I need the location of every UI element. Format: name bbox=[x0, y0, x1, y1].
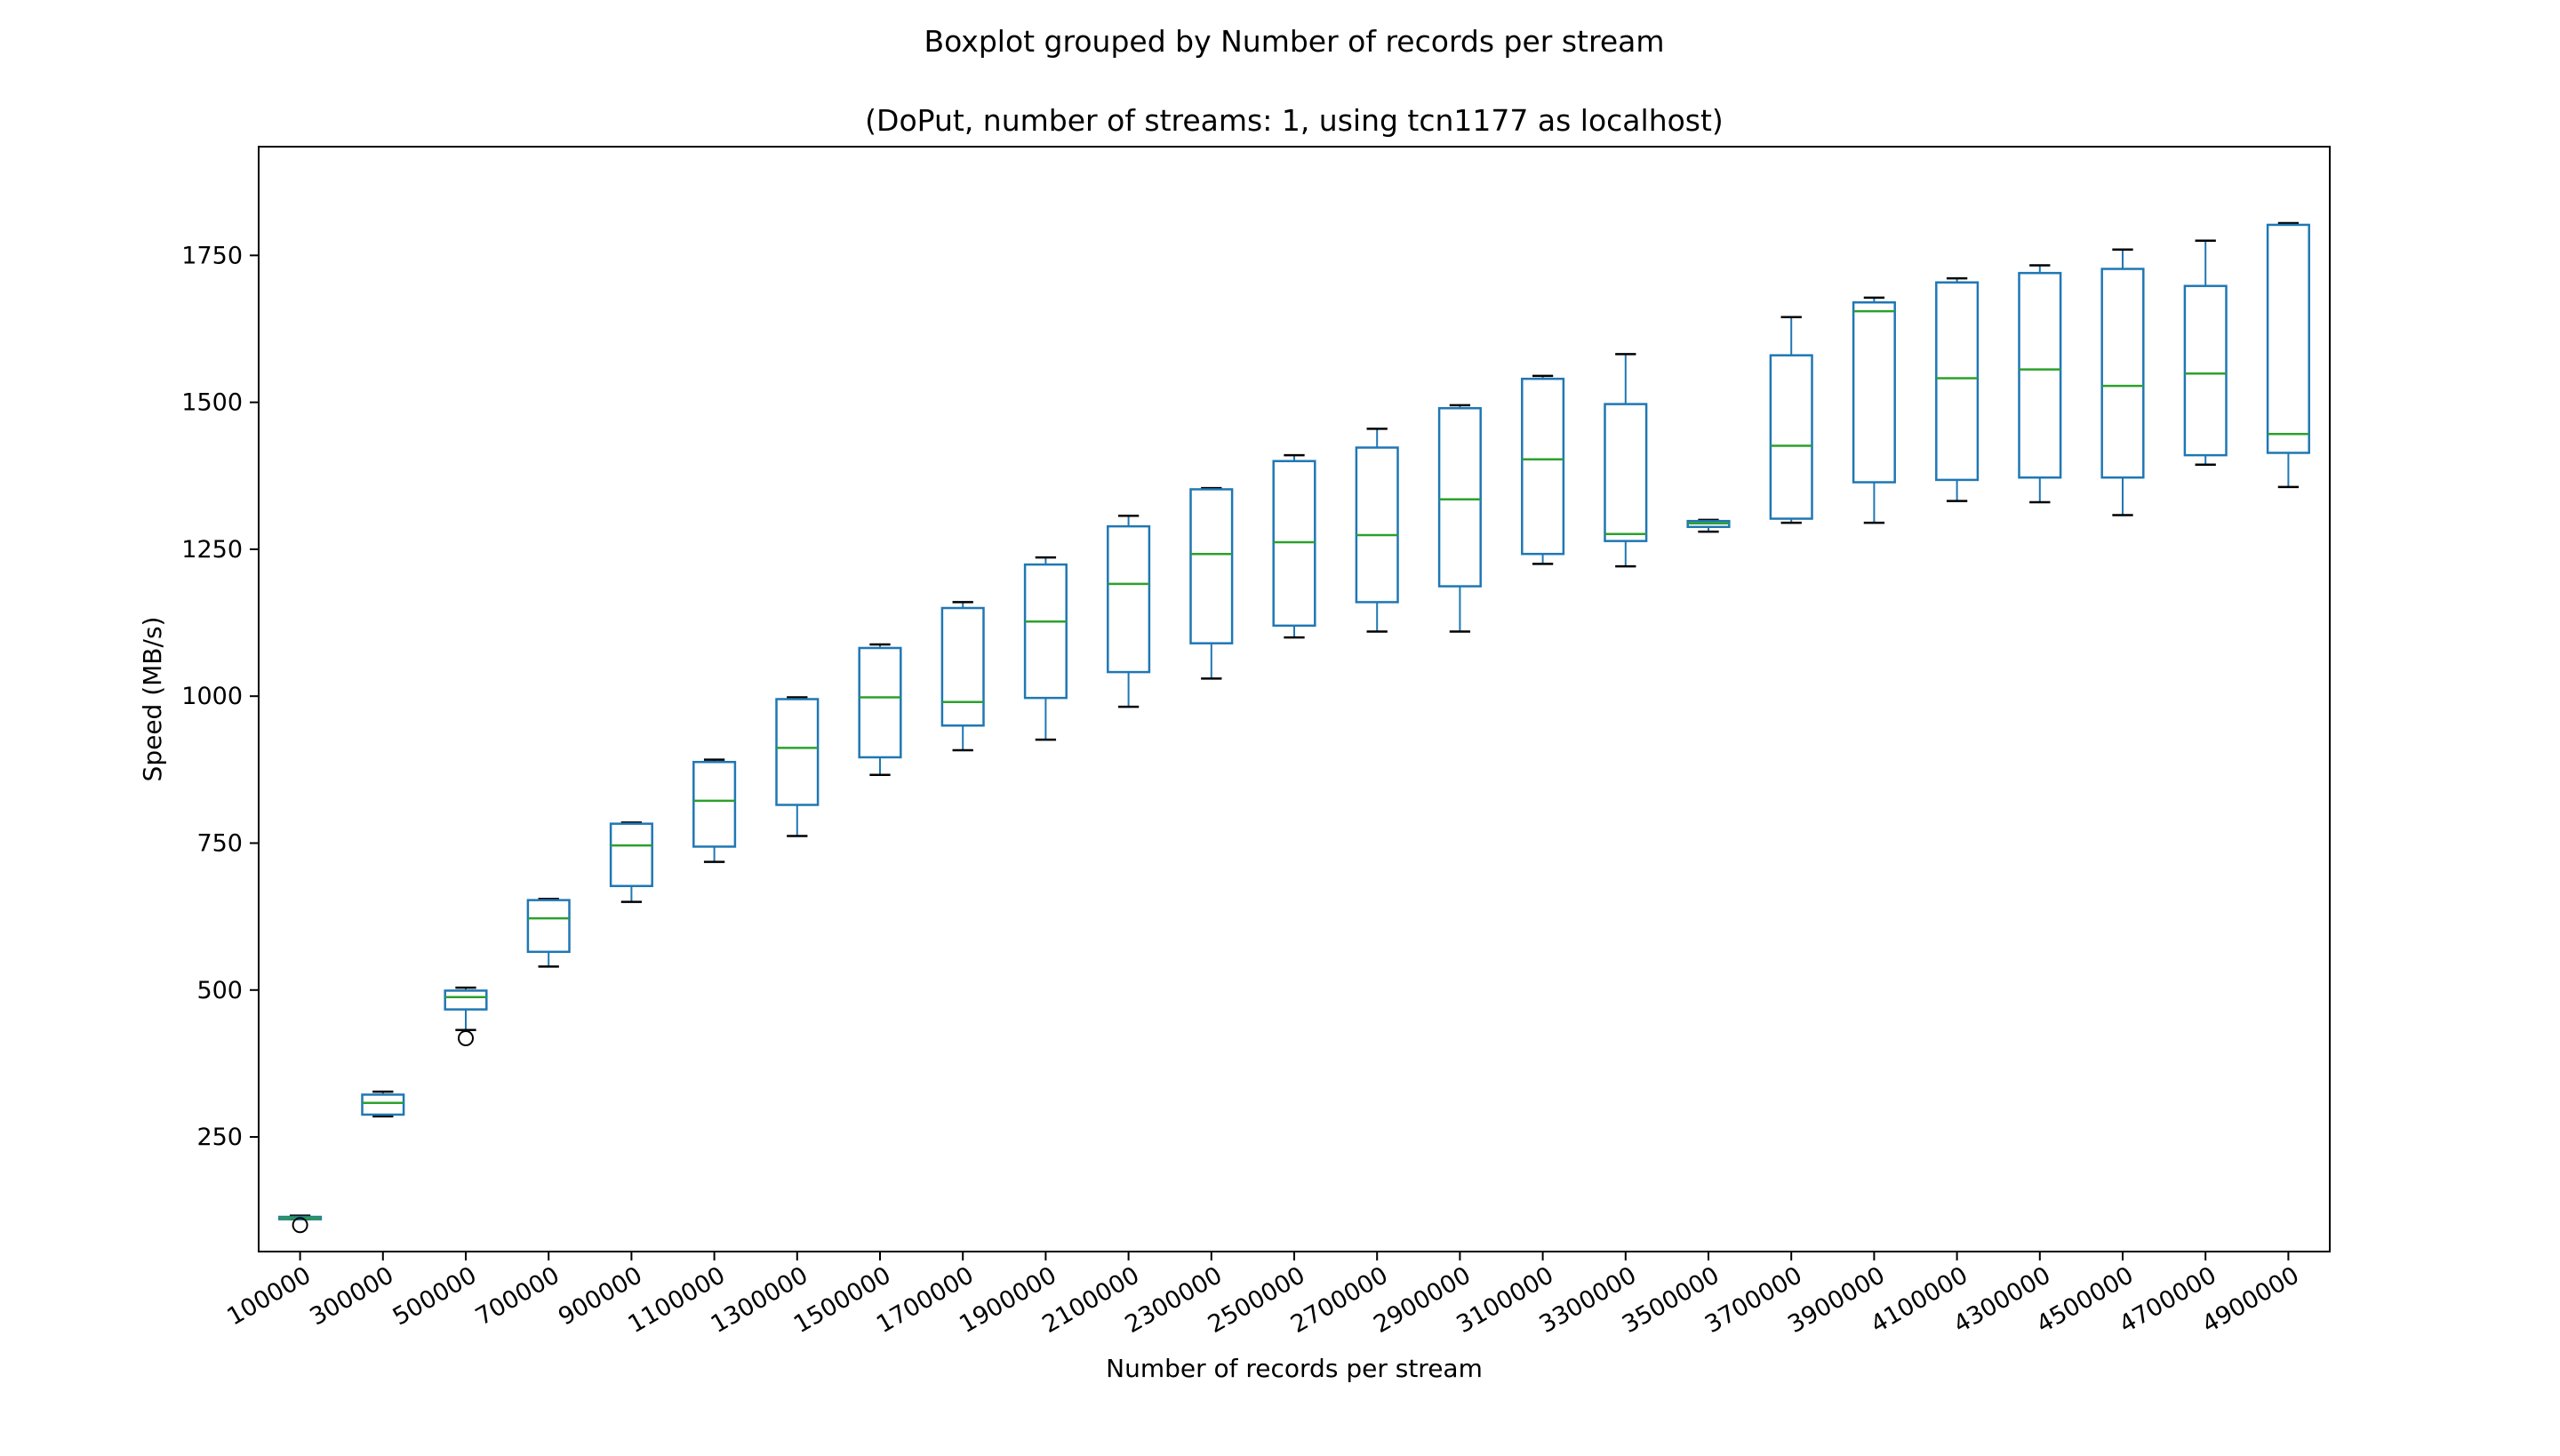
box-iqr bbox=[1769, 354, 1813, 520]
box-iqr bbox=[1355, 446, 1399, 604]
box-iqr bbox=[1107, 524, 1151, 674]
x-axis-label: Number of records per stream bbox=[1106, 1354, 1483, 1383]
box-iqr bbox=[858, 646, 902, 759]
y-tick-label: 750 bbox=[196, 829, 243, 857]
box-iqr bbox=[1272, 460, 1316, 628]
y-tick-label: 1250 bbox=[181, 536, 243, 564]
chart-title: Boxplot grouped by Number of records per… bbox=[924, 24, 1664, 59]
box-iqr bbox=[1604, 403, 1648, 542]
box-iqr bbox=[1437, 406, 1482, 588]
y-tick-label: 1000 bbox=[181, 683, 243, 710]
axes-frame bbox=[258, 146, 2331, 1252]
box-iqr bbox=[2266, 223, 2310, 454]
box-iqr bbox=[609, 822, 653, 888]
y-axis-label: Speed (MB/s) bbox=[138, 617, 167, 782]
y-tick-label: 500 bbox=[196, 977, 243, 1004]
box-iqr bbox=[775, 698, 820, 806]
box-iqr bbox=[940, 606, 985, 727]
box-iqr bbox=[692, 760, 737, 848]
y-tick-label: 250 bbox=[196, 1124, 243, 1151]
box-iqr bbox=[526, 899, 571, 954]
box-iqr bbox=[361, 1093, 405, 1116]
box-iqr bbox=[1189, 488, 1234, 644]
outlier-point bbox=[458, 1029, 474, 1046]
box-iqr bbox=[1935, 281, 1980, 482]
box-iqr bbox=[2018, 271, 2062, 479]
box-iqr bbox=[1852, 300, 1896, 484]
box-iqr bbox=[444, 989, 488, 1011]
box-iqr bbox=[1521, 377, 1565, 556]
box-iqr bbox=[2100, 268, 2145, 479]
y-tick-label: 1750 bbox=[181, 242, 243, 269]
y-tick-label: 1500 bbox=[181, 389, 243, 417]
box-iqr bbox=[2183, 284, 2228, 457]
chart-subtitle: (DoPut, number of streams: 1, using tcn1… bbox=[865, 103, 1724, 138]
box-iqr bbox=[1023, 563, 1068, 700]
outlier-point bbox=[292, 1217, 308, 1234]
